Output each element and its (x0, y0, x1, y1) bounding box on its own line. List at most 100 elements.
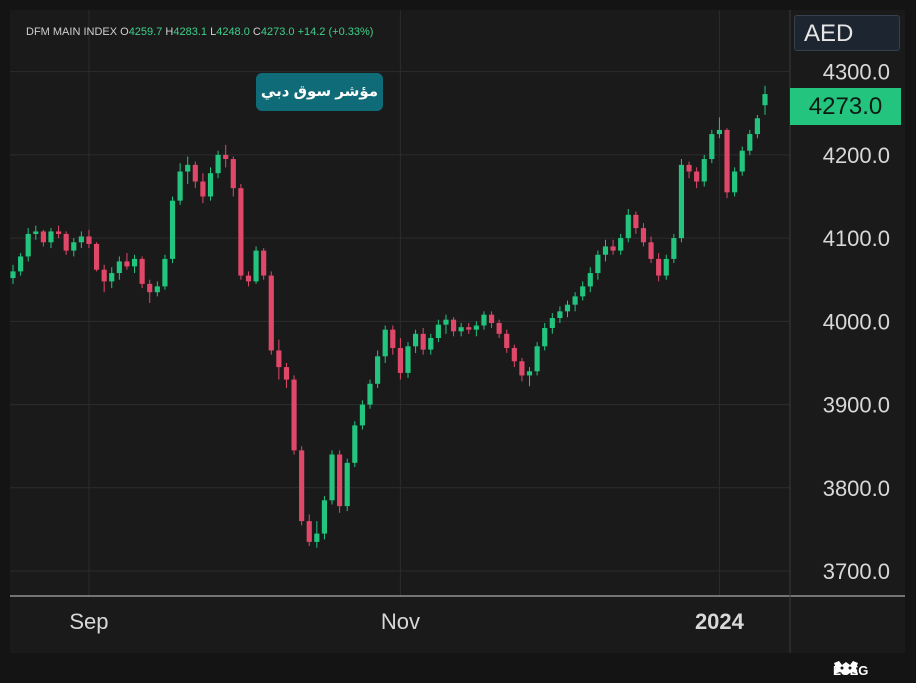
candle-body (534, 346, 540, 372)
candle-body (481, 314, 487, 326)
candle-body (124, 261, 130, 267)
candle-body (390, 329, 396, 348)
candle-body (139, 258, 145, 284)
y-tick-label: 4100.0 (823, 226, 890, 251)
candle-body (633, 214, 639, 229)
candle-body (640, 228, 647, 243)
candle-body (511, 347, 517, 362)
candle-body (610, 246, 616, 251)
x-tick-label: 2024 (695, 609, 745, 634)
candle-body (747, 134, 753, 151)
candle-body (458, 327, 464, 332)
candle-body (413, 333, 419, 347)
candle-body (63, 233, 69, 251)
candle-body (230, 159, 236, 189)
last-price-label: 4273.0 (790, 88, 901, 125)
candle-body (352, 425, 358, 463)
brand-logo: LSEG (833, 660, 868, 680)
candle-body (329, 454, 335, 501)
candle-body (587, 273, 593, 287)
candle-body (595, 254, 601, 274)
candle-body (268, 275, 274, 351)
candle-body (739, 150, 745, 172)
candle-body (276, 350, 282, 368)
candle-body (686, 164, 692, 172)
candle-body (762, 94, 768, 106)
candle-body (306, 521, 312, 542)
candle-body (40, 231, 46, 243)
candle-body (724, 129, 730, 193)
candle-body (375, 356, 381, 384)
lseg-logo-icon (834, 661, 858, 675)
candle-body (580, 286, 586, 297)
symbol-name: DFM MAIN INDEX (26, 26, 118, 38)
candle-body (169, 200, 176, 259)
candle-body (382, 329, 388, 357)
candle-body (701, 159, 707, 182)
candle-body (337, 454, 343, 507)
candle-body (314, 533, 320, 542)
currency-selector[interactable]: AED (794, 15, 900, 51)
candle-body (420, 333, 426, 350)
candle-body (154, 286, 160, 293)
chart-title-badge: مؤشر سوق دبي (256, 73, 383, 111)
candle-body (78, 236, 84, 243)
candle-body (450, 319, 457, 332)
candle-body (261, 250, 267, 276)
candle-body (55, 231, 62, 234)
candle-body (648, 242, 654, 259)
candle-body (185, 164, 191, 172)
candle-body (101, 269, 107, 282)
candle-body (671, 238, 677, 259)
x-tick-label: Nov (381, 609, 420, 634)
candle-body (71, 242, 77, 251)
close-label: C (252, 26, 261, 38)
candle-body (18, 256, 24, 272)
candlestick-chart[interactable]: 3700.0 3800.0 3900.0 4000.0 4100.0 4200.0 4300… (10, 10, 905, 653)
candle-body (526, 371, 533, 376)
close-value: 4273.0 (260, 26, 295, 38)
candle-body (656, 258, 662, 276)
candle-body (367, 383, 373, 405)
candle-body (519, 361, 525, 376)
candle-body (663, 258, 669, 276)
low-value: 4248.0 (216, 26, 250, 38)
candle-body (466, 327, 472, 330)
candle-body (564, 304, 571, 312)
low-label: L (210, 26, 217, 38)
candle-body (428, 337, 434, 350)
open-value: 4259.7 (128, 26, 163, 38)
candle-body (207, 173, 214, 197)
candle-body (572, 296, 578, 305)
candle-body (397, 347, 403, 373)
candle-body (162, 258, 168, 287)
candle-body (223, 154, 229, 160)
candle-body (405, 346, 411, 373)
x-tick-label: Sep (69, 609, 108, 634)
high-value: 4283.1 (173, 26, 208, 38)
candle-body (496, 323, 502, 334)
candle-body (321, 500, 328, 534)
candle-body (192, 164, 198, 182)
candle-body (93, 243, 100, 270)
candle-body (435, 324, 441, 338)
y-tick-label: 3900.0 (823, 393, 890, 418)
candle-body (48, 231, 54, 243)
candle-body (116, 261, 122, 274)
candle-body (200, 181, 206, 197)
candle-body (253, 250, 259, 282)
y-tick-label: 3800.0 (823, 476, 890, 501)
candle-body (147, 283, 153, 293)
candle-body (754, 118, 760, 135)
candle-body (25, 233, 31, 257)
candle-body (678, 164, 685, 239)
candle-body (542, 327, 548, 347)
candle-body (618, 238, 624, 251)
y-tick-label: 3700.0 (823, 559, 890, 584)
candle-body (732, 171, 738, 193)
candle-body (86, 236, 92, 244)
candle-body (245, 275, 252, 282)
candle-body (299, 450, 305, 522)
candle-body (488, 314, 495, 324)
candle-body (443, 319, 449, 325)
